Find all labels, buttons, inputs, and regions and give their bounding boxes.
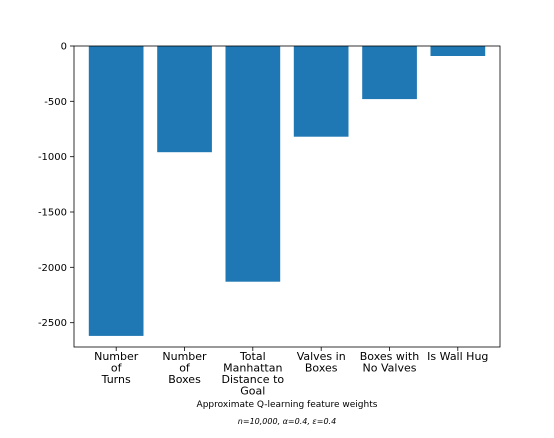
x-tick-label: Total Manhattan Distance to Goal (221, 350, 284, 398)
bars-group (88, 46, 486, 336)
bar-6 (430, 46, 486, 56)
bar-2 (157, 46, 212, 153)
x-tick-label: Number of Boxes (162, 350, 207, 386)
y-tick-label: 0 (61, 42, 67, 53)
chart-annotation: n=10,000, α=0.4, ε=0.4 (238, 417, 336, 426)
x-tick-label-line: Boxes (168, 373, 201, 386)
bar-1 (88, 46, 144, 336)
x-axis-label: Approximate Q-learning feature weights (197, 400, 378, 410)
x-tick-label-line: Distance to (221, 373, 284, 386)
x-tick-label-line: Is Wall Hug (427, 350, 488, 363)
y-tick-label: -500 (44, 97, 67, 108)
x-tick-label: Boxes with No Valves (360, 350, 419, 375)
y-tick-label: -2500 (38, 318, 67, 329)
x-tick-label-line: of (111, 362, 123, 375)
x-tick-label: Valves in Boxes (297, 350, 346, 375)
x-tick-label-line: Number (162, 350, 207, 363)
x-tick-label-line: Manhattan (223, 362, 282, 375)
x-tick-label-line: Turns (101, 373, 131, 386)
x-tick-label-line: Boxes (305, 362, 338, 375)
x-tick-label-line: Valves in (297, 350, 346, 363)
bar-5 (362, 46, 417, 100)
x-tick-label: Is Wall Hug (427, 350, 488, 363)
x-tick-label-line: Total (239, 350, 266, 363)
x-tick-label-line: of (179, 362, 191, 375)
x-tick-label-line: Goal (240, 385, 265, 398)
x-tick-label-line: Number (94, 350, 139, 363)
y-tick-label: -2000 (38, 263, 67, 274)
x-tick-label-line: Boxes with (360, 350, 419, 363)
bar-4 (293, 46, 349, 137)
y-ticks-group: 0 -500 -1000 -1500 -2000 -2500 (38, 42, 74, 329)
y-tick-label: -1500 (38, 208, 67, 219)
plot-frame (73, 45, 501, 348)
axes-group (73, 45, 501, 348)
x-tick-label-line: No Valves (363, 362, 417, 375)
bar-3 (225, 46, 281, 282)
x-tick-label: Number of Turns (94, 350, 139, 386)
y-tick-label: -1000 (38, 152, 67, 163)
